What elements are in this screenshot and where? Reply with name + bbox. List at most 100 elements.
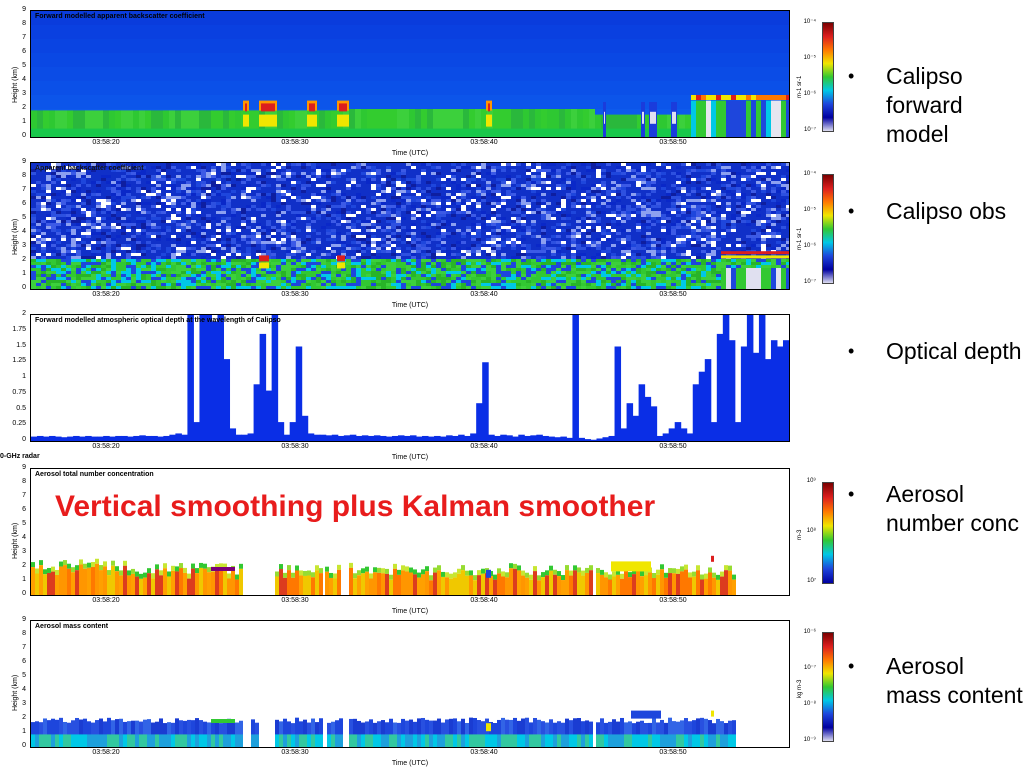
boundary-layer-cell [421,271,426,274]
noise-cell [656,244,661,247]
boundary-layer-cell [41,286,46,289]
noise-cell [146,193,151,196]
boundary-layer-cell [721,265,726,268]
boundary-layer-cell [206,286,211,289]
noise-cell [336,223,341,226]
noise-cell [631,214,636,217]
boundary-layer-cell [66,259,71,262]
boundary-layer-cell [656,286,661,289]
optical-depth-bar [656,435,664,441]
boundary-layer-cell [341,283,346,286]
boundary-layer-cell [96,280,101,283]
noise-cell [101,223,106,226]
noise-cell [166,226,171,229]
noise-cell [266,163,271,166]
noise-cell [701,169,706,172]
noise-cell [436,250,441,253]
noise-cell [271,247,276,250]
boundary-layer-cell [656,274,661,277]
noise-cell [686,178,691,181]
boundary-layer-cell [186,280,191,283]
optical-depth-bar [307,433,315,441]
boundary-layer-cell [51,265,56,268]
noise-cell [521,253,526,256]
noise-cell [296,238,301,241]
boundary-layer-cell [131,277,136,280]
boundary-layer-cell [626,265,631,268]
noise-cell [616,205,621,208]
surface-cell [247,128,253,137]
noise-cell [626,238,631,241]
noise-cell [431,172,436,175]
noise-cell [91,169,96,172]
boundary-layer-cell [181,271,186,274]
noise-cell [376,193,381,196]
boundary-layer-cell [61,110,67,137]
noise-cell [261,226,266,229]
boundary-layer-cell [291,265,296,268]
boundary-layer-cell [566,268,571,271]
boundary-layer-cell [236,262,241,265]
noise-cell [196,169,201,172]
noise-cell [221,175,226,178]
noise-cell [431,253,436,256]
boundary-layer-cell [476,259,481,262]
noise-cell [346,184,351,187]
boundary-layer-cell [346,262,351,265]
noise-cell [771,211,776,214]
noise-cell [171,253,176,256]
cloud-top-cell [786,255,789,259]
boundary-layer-cell [46,262,51,265]
noise-cell [751,184,756,187]
cloud-cell [756,100,761,137]
boundary-layer-cell [226,274,231,277]
boundary-layer-cell [496,265,501,268]
noise-cell [606,172,611,175]
noise-cell [96,184,101,187]
boundary-layer-cell [246,286,251,289]
boundary-layer-cell [441,262,446,265]
noise-cell [61,172,66,175]
boundary-layer-cell [521,271,526,274]
noise-cell [31,235,36,238]
boundary-layer-cell [506,262,511,265]
noise-cell [646,208,651,211]
noise-cell [391,238,396,241]
noise-cell [321,175,326,178]
boundary-layer-cell [696,283,701,286]
noise-cell [206,253,211,256]
noise-cell [521,214,526,217]
noise-cell [31,226,36,229]
noise-cell [641,169,646,172]
boundary-layer-cell [176,283,181,286]
noise-cell [491,193,496,196]
noise-cell [166,238,171,241]
surface-cell [115,128,121,137]
noise-cell [91,214,96,217]
noise-cell [201,247,206,250]
boundary-layer-cell [311,283,316,286]
noise-cell [206,223,211,226]
noise-cell [506,181,511,184]
boundary-layer-cell [361,271,366,274]
noise-cell [311,250,316,253]
noise-cell [471,238,476,241]
noise-cell [771,196,776,199]
noise-cell [96,181,101,184]
boundary-layer-cell [541,271,546,274]
boundary-layer-cell [646,283,651,286]
noise-cell [671,229,676,232]
boundary-layer-cell [141,268,146,271]
noise-cell [711,211,716,214]
noise-cell [56,175,61,178]
noise-cell [436,235,441,238]
noise-cell [196,223,201,226]
noise-cell [166,187,171,190]
boundary-layer-cell [336,271,341,274]
noise-cell [431,211,436,214]
noise-cell [151,250,156,253]
noise-cell [111,163,116,166]
noise-cell [506,163,511,166]
noise-cell [401,217,406,220]
boundary-layer-cell [51,262,56,265]
